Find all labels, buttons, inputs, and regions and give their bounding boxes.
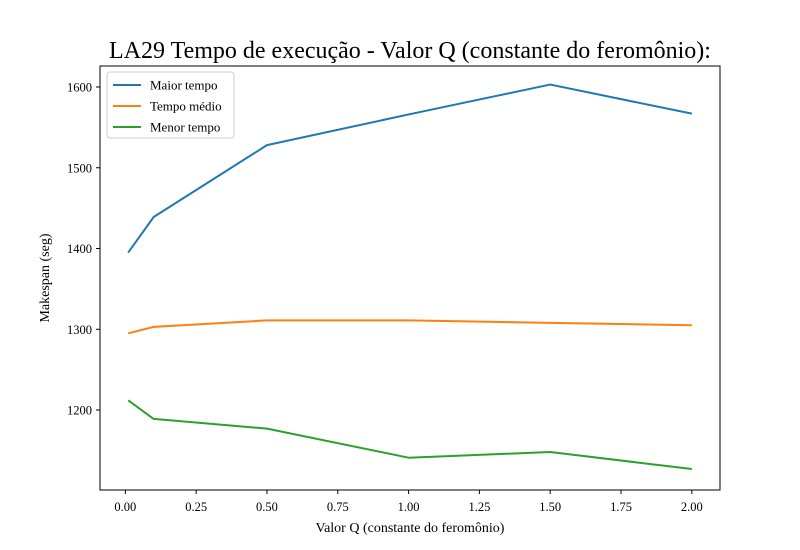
series-line-1 [127,319,692,335]
x-axis-label: Valor Q (constante do feromônio) [316,521,505,536]
y-axis-label: Makespan (seg) [38,233,53,322]
x-tick-label: 0.00 [114,500,136,514]
legend: Maior tempo Tempo médio Menor tempo [106,71,235,139]
x-tick-label: 0.25 [185,500,207,514]
legend-entry: Tempo médio [150,99,222,114]
y-tick-label: 1400 [67,242,92,256]
legend-entry: Menor tempo [150,120,220,135]
y-tick-label: 1600 [67,80,92,94]
y-tick-label: 1300 [67,323,92,337]
series-line-0 [127,83,693,254]
y-tick-label: 1200 [67,404,92,418]
series-layer [127,83,693,470]
x-tick-label: 1.75 [610,500,632,514]
x-tick-label: 1.25 [468,500,490,514]
x-tick-label: 1.50 [539,500,561,514]
x-tick-label: 0.50 [256,500,278,514]
series-line-2 [127,399,692,470]
x-tick-label: 0.75 [327,500,349,514]
x-tick-label: 2.00 [681,500,703,514]
x-tick-label: 1.00 [398,500,420,514]
y-axis: 1200 1300 1400 1500 1600 [67,80,100,418]
x-axis: 0.00 0.25 0.50 0.75 1.00 1.25 1.50 1.75 2.00 [114,490,703,514]
plot-area-frame [99,65,721,491]
y-tick-label: 1500 [67,161,92,175]
legend-entry: Maior tempo [150,78,218,93]
legend-box [106,71,235,139]
chart-title: LA29 Tempo de execução - Valor Q (consta… [109,38,711,64]
